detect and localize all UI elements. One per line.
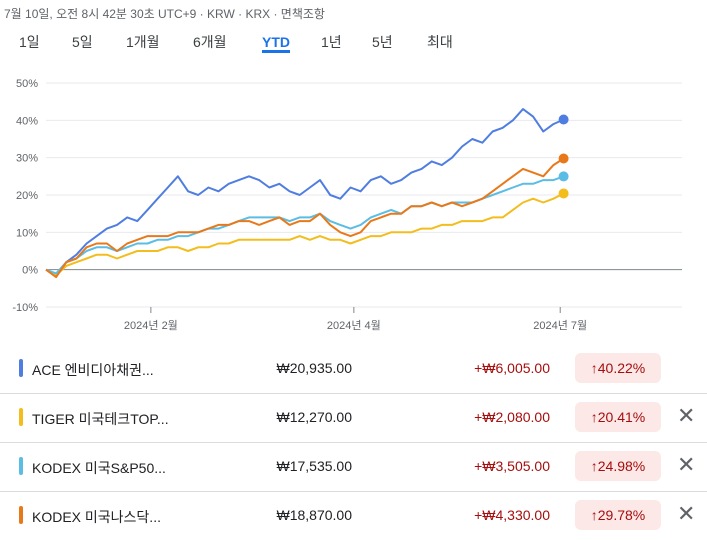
holding-name: KODEX 미국나스닥... (32, 509, 161, 525)
series-end-point (558, 114, 569, 125)
holding-change: +₩6,005.00 (474, 360, 550, 376)
series-color-swatch (19, 408, 23, 426)
series-end-point (558, 171, 569, 182)
x-tick-label: 2024년 7월 (533, 319, 587, 332)
tab-ytd[interactable]: YTD (262, 32, 290, 53)
holding-price: ₩20,935.00 (276, 360, 353, 376)
x-tick-label: 2024년 4월 (327, 319, 381, 332)
holding-percent-badge: ↑20.41% (575, 402, 661, 432)
series-color-swatch (19, 506, 23, 524)
remove-comparison-icon[interactable]: ✕ (677, 403, 696, 428)
series-color-swatch (19, 457, 23, 475)
y-tick-label: 10% (16, 227, 38, 239)
holding-percent-badge: ↑29.78% (575, 500, 661, 530)
holding-name: ACE 엔비디아채권... (32, 362, 154, 378)
holding-percent-badge: ↑24.98% (575, 451, 661, 481)
series-end-point (558, 188, 569, 199)
tab-1d[interactable]: 1일 (19, 34, 40, 50)
range-tabs: 1일 5일 1개월 6개월 YTD 1년 5년 최대 (0, 32, 707, 58)
holding-name: KODEX 미국S&P50... (32, 460, 166, 476)
tab-5d[interactable]: 5일 (72, 34, 93, 50)
series-color-swatch (19, 359, 23, 377)
series-line (45, 108, 565, 277)
holding-price: ₩12,270.00 (276, 409, 353, 425)
holding-percent-badge: ↑40.22% (575, 353, 661, 383)
tab-6m[interactable]: 6개월 (193, 34, 227, 50)
comparison-line-chart: -10% 0% 10% 20% 30% 40% 50% 2024년 2월 2024년 4월 202… (12, 78, 682, 332)
holding-change: +₩2,080.00 (474, 409, 550, 425)
holding-change: +₩3,505.00 (474, 458, 550, 474)
tab-max[interactable]: 최대 (427, 34, 453, 50)
series-end-point (558, 153, 569, 164)
holding-row[interactable]: KODEX 미국S&P50... ₩17,535.00 +₩3,505.00 ↑… (0, 443, 707, 492)
tab-1y[interactable]: 1년 (321, 34, 342, 50)
y-tick-label: 0% (22, 265, 38, 277)
y-tick-label: 30% (16, 153, 38, 165)
holding-change: +₩4,330.00 (474, 507, 550, 523)
remove-comparison-icon[interactable]: ✕ (677, 501, 696, 526)
y-tick-label: 40% (16, 115, 38, 127)
y-tick-label: 50% (16, 78, 38, 90)
remove-comparison-icon[interactable]: ✕ (677, 452, 696, 477)
holding-row[interactable]: TIGER 미국테크TOP... ₩12,270.00 +₩2,080.00 ↑… (0, 394, 707, 443)
series-line (45, 192, 565, 277)
series-line (45, 157, 565, 279)
holding-price: ₩17,535.00 (276, 458, 353, 474)
tab-5y[interactable]: 5년 (372, 34, 393, 50)
y-tick-label: 20% (16, 190, 38, 202)
holding-row[interactable]: KODEX 미국나스닥... ₩18,870.00 +₩4,330.00 ↑29… (0, 492, 707, 540)
holding-name: TIGER 미국테크TOP... (32, 411, 169, 427)
holding-row[interactable]: ACE 엔비디아채권... ₩20,935.00 +₩6,005.00 ↑40.… (0, 345, 707, 394)
holding-price: ₩18,870.00 (276, 507, 353, 523)
x-tick-label: 2024년 2월 (124, 319, 178, 332)
y-tick-label: -10% (12, 302, 38, 314)
tab-1m[interactable]: 1개월 (126, 34, 160, 50)
chart-timestamp: 7월 10일, 오전 8시 42분 30초 UTC+9 · KRW · KRX … (4, 7, 325, 21)
